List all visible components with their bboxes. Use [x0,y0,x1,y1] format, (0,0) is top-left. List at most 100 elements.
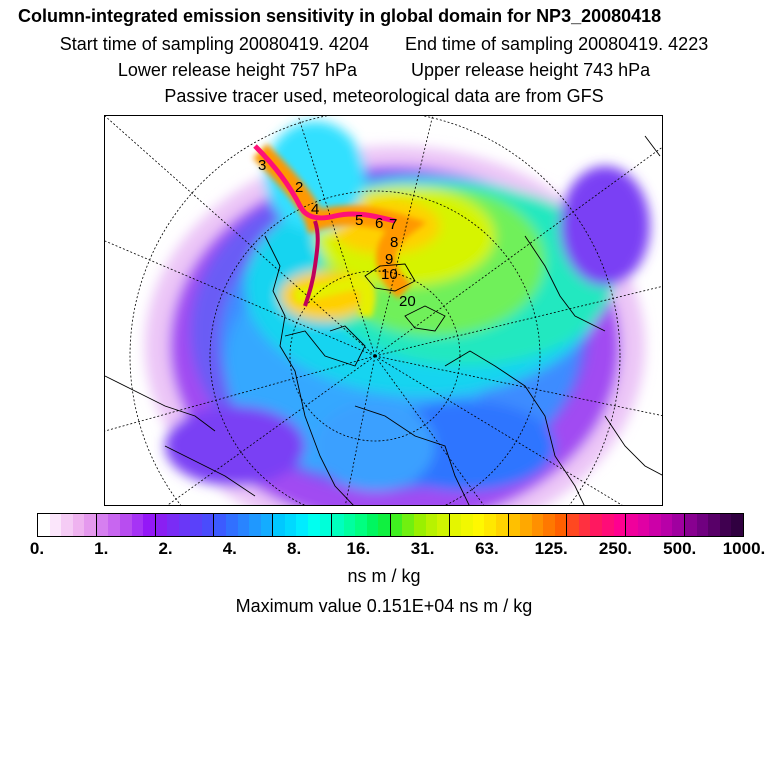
colorbar-swatch [461,514,473,536]
colorbar-swatch [696,514,709,536]
maximum-value-label: Maximum value 0.151E+04 ns m / kg [235,596,533,616]
colorbar-swatch [237,514,250,536]
colorbar-swatch [155,514,168,536]
colorbar-swatch [731,514,743,536]
colorbar-swatch [61,514,73,536]
colorbar-swatch [602,514,614,536]
colorbar-swatch [96,514,109,536]
traj-label-10: 10 [381,266,398,283]
colorbar-swatch [143,514,156,536]
colorbar-tick-label: 2. [158,539,173,558]
release-height-line: Lower release height 757 hPa Upper relea… [0,60,768,81]
traj-label-9: 9 [385,251,393,268]
traj-label-7: 7 [389,216,397,233]
colorbar-swatch [414,514,426,536]
chart-title: Column-integrated emission sensitivity i… [18,6,662,26]
colorbar-tick-label: 250. [598,539,632,558]
colorbar-ticks: 0. 1. 2. 4. 8. 16. 31. 63. 125. 250. 500. 1000. [0,539,768,559]
end-time-label: End time of sampling 20080419. 4223 [405,34,709,54]
colorbar-swatch [273,514,285,536]
colorbar-swatch [343,514,356,536]
colorbar-swatch [226,514,238,536]
unit-label: ns m / kg [347,566,421,586]
colorbar-swatch [626,514,638,536]
colorbar-tick-label: 8. [286,539,302,558]
tracer-info-label: Passive tracer used, meteorological data… [164,86,604,106]
colorbar-swatch [520,514,532,536]
colorbar-tick-label: 4. [222,539,237,558]
trajectory-path [253,144,396,224]
colorbar-swatch [119,514,132,536]
colorbar-swatch [402,514,414,536]
traj-label-6: 6 [375,215,383,232]
colorbar-swatch [190,514,202,536]
colorbar-swatch [131,514,144,536]
colorbar-swatch [637,514,650,536]
colorbar-swatch [543,514,555,536]
traj-label-2: 2 [295,179,303,196]
colorbar-tick-label: 63. [475,539,499,558]
colorbar-swatch [319,514,333,536]
colorbar-swatch [296,514,308,536]
colorbar-tick-label: 0. [29,539,45,558]
traj-label-3: 3 [258,157,266,174]
colorbar-swatch [531,514,544,536]
colorbar-swatch [578,514,591,536]
colorbar-swatch [284,514,297,536]
colorbar-swatch [390,514,403,536]
colorbar-swatch [708,514,720,536]
colorbar-swatch [649,514,661,536]
colorbar-swatch [472,514,485,536]
colorbar-swatch [366,514,379,536]
colorbar-swatch [660,514,673,536]
traj-label-20: 20 [399,293,416,310]
colorbar-tick-label: 1000. [722,539,766,558]
colorbar-swatch [613,514,627,536]
colorbar-tick-label: 1. [94,539,109,558]
colorbar-tick-label: 500. [663,539,697,558]
colorbar-swatch [84,514,97,536]
colorbar-tick-label: 125. [534,539,568,558]
colorbar-swatch [590,514,602,536]
map-panel: 3 2 4 5 6 7 8 9 10 20 [104,115,663,506]
colorbar-swatch [449,514,462,536]
colorbar-swatch [178,514,191,536]
graticule [105,116,662,505]
trajectory-branch [303,220,320,307]
colorbar-swatch [201,514,215,536]
traj-label-4: 4 [311,201,319,218]
colorbar-swatch [108,514,120,536]
colorbar-swatch [49,514,62,536]
colorbar-swatch [508,514,521,536]
colorbar-swatch [567,514,579,536]
colorbar [37,513,744,537]
colorbar-swatch [719,514,732,536]
colorbar-swatch [554,514,568,536]
colorbar-swatch [672,514,685,536]
colorbar-swatch [214,514,226,536]
start-time-label: Start time of sampling 20080419. 4204 [59,34,369,54]
coastlines [105,135,662,505]
colorbar-swatch [38,514,50,536]
colorbar-swatch [307,514,320,536]
colorbar-swatch [260,514,274,536]
colorbar-swatch [378,514,391,536]
colorbar-swatch [425,514,438,536]
lower-release-label: Lower release height 757 hPa [117,60,357,80]
sampling-time-line: Start time of sampling 20080419. 4204 En… [0,34,768,55]
colorbar-swatch [684,514,697,536]
upper-release-label: Upper release height 743 hPa [411,60,651,80]
map-plot: 3 2 4 5 6 7 8 9 10 20 [105,116,662,505]
traj-label-8: 8 [390,234,398,251]
colorbar-swatch [249,514,261,536]
traj-label-5: 5 [355,212,363,229]
colorbar-tick-label: 31. [410,539,435,558]
colorbar-swatch [437,514,450,536]
colorbar-swatch [355,514,367,536]
colorbar-swatch [484,514,496,536]
colorbar-swatch [167,514,179,536]
colorbar-swatch [495,514,509,536]
sensitivity-field [145,121,650,505]
trajectory-labels: 3 2 4 5 6 7 8 9 10 20 [258,157,416,310]
colorbar-tick-label: 16. [346,539,371,558]
